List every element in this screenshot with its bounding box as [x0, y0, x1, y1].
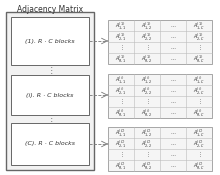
Text: $\cdots$: $\cdots$ [170, 77, 176, 82]
Text: $\cdots$: $\cdots$ [170, 23, 176, 28]
Text: $A_{2,2}^{(1)}$: $A_{2,2}^{(1)}$ [141, 31, 153, 42]
Bar [11, 123, 89, 165]
Text: $\cdots$: $\cdots$ [170, 45, 176, 50]
Text: $\vdots$: $\vdots$ [119, 150, 123, 159]
Text: $\vdots$: $\vdots$ [145, 150, 149, 159]
Text: $\cdots$: $\cdots$ [170, 56, 176, 61]
Bar [108, 74, 212, 118]
Bar [108, 127, 212, 171]
Text: $A_{2,1}^{(i)}$: $A_{2,1}^{(i)}$ [115, 85, 127, 96]
Text: $\vdots$: $\vdots$ [145, 97, 149, 106]
Text: $\vdots$: $\vdots$ [145, 43, 149, 52]
Text: $A_{1,2}^{(1)}$: $A_{1,2}^{(1)}$ [141, 20, 153, 31]
Text: $\vdots$: $\vdots$ [47, 113, 53, 124]
Text: $A_{1,1}^{(1)}$: $A_{1,1}^{(1)}$ [115, 20, 127, 31]
Text: $\vdots$: $\vdots$ [197, 150, 201, 159]
Text: $A_{R,2}^{(1)}$: $A_{R,2}^{(1)}$ [141, 53, 153, 64]
Text: $\cdots$: $\cdots$ [170, 152, 176, 157]
Text: $\cdots$: $\cdots$ [170, 130, 176, 135]
Text: Adjacency Matrix: Adjacency Matrix [17, 5, 83, 14]
Text: $\cdots$: $\cdots$ [170, 34, 176, 39]
Text: (i). R · C blocks: (i). R · C blocks [26, 93, 74, 97]
Text: $A_{R,2}^{(C)}$: $A_{R,2}^{(C)}$ [141, 160, 153, 171]
Text: (C). R · C blocks: (C). R · C blocks [25, 142, 75, 146]
Text: $A_{1,2}^{(i)}$: $A_{1,2}^{(i)}$ [141, 74, 153, 85]
Text: $A_{2,1}^{(C)}$: $A_{2,1}^{(C)}$ [115, 138, 127, 149]
Text: $\cdots$: $\cdots$ [170, 141, 176, 146]
Text: $A_{2,2}^{(i)}$: $A_{2,2}^{(i)}$ [141, 85, 153, 96]
Text: $\vdots$: $\vdots$ [197, 97, 201, 106]
Text: $A_{R,C}^{(C)}$: $A_{R,C}^{(C)}$ [193, 160, 205, 171]
Text: $A_{2,1}^{(1)}$: $A_{2,1}^{(1)}$ [115, 31, 127, 42]
Text: $A_{2,C}^{(C)}$: $A_{2,C}^{(C)}$ [193, 138, 205, 149]
Text: $\cdots$: $\cdots$ [170, 163, 176, 168]
Text: $A_{R,1}^{(1)}$: $A_{R,1}^{(1)}$ [115, 53, 127, 64]
Text: $\vdots$: $\vdots$ [119, 43, 123, 52]
Text: $\cdots$: $\cdots$ [170, 99, 176, 104]
Text: $A_{1,1}^{(C)}$: $A_{1,1}^{(C)}$ [115, 127, 127, 138]
Text: $A_{R,1}^{(C)}$: $A_{R,1}^{(C)}$ [115, 160, 127, 171]
Text: $A_{R,2}^{(i)}$: $A_{R,2}^{(i)}$ [141, 107, 153, 118]
Text: $A_{2,C}^{(1)}$: $A_{2,C}^{(1)}$ [193, 31, 205, 42]
Text: $A_{1,C}^{(i)}$: $A_{1,C}^{(i)}$ [193, 74, 205, 85]
Text: $A_{R,1}^{(i)}$: $A_{R,1}^{(i)}$ [115, 107, 127, 118]
Text: $A_{1,C}^{(C)}$: $A_{1,C}^{(C)}$ [193, 127, 205, 138]
Text: $A_{R,C}^{(1)}$: $A_{R,C}^{(1)}$ [193, 53, 205, 64]
Bar [108, 20, 212, 64]
Text: $A_{1,2}^{(C)}$: $A_{1,2}^{(C)}$ [141, 127, 153, 138]
Text: $A_{2,2}^{(C)}$: $A_{2,2}^{(C)}$ [141, 138, 153, 149]
Bar [6, 12, 94, 170]
Text: $\vdots$: $\vdots$ [47, 65, 53, 75]
Bar [11, 75, 89, 115]
Bar [11, 17, 89, 65]
Text: $A_{1,C}^{(1)}$: $A_{1,C}^{(1)}$ [193, 20, 205, 31]
Text: $\cdots$: $\cdots$ [170, 88, 176, 93]
Text: $\vdots$: $\vdots$ [119, 97, 123, 106]
Text: (1). R · C blocks: (1). R · C blocks [25, 38, 75, 44]
Text: $\cdots$: $\cdots$ [170, 110, 176, 115]
Text: $A_{R,C}^{(i)}$: $A_{R,C}^{(i)}$ [193, 107, 205, 118]
Text: $A_{2,C}^{(i)}$: $A_{2,C}^{(i)}$ [193, 85, 205, 96]
Text: $A_{1,1}^{(i)}$: $A_{1,1}^{(i)}$ [115, 74, 127, 85]
Text: $\vdots$: $\vdots$ [197, 43, 201, 52]
